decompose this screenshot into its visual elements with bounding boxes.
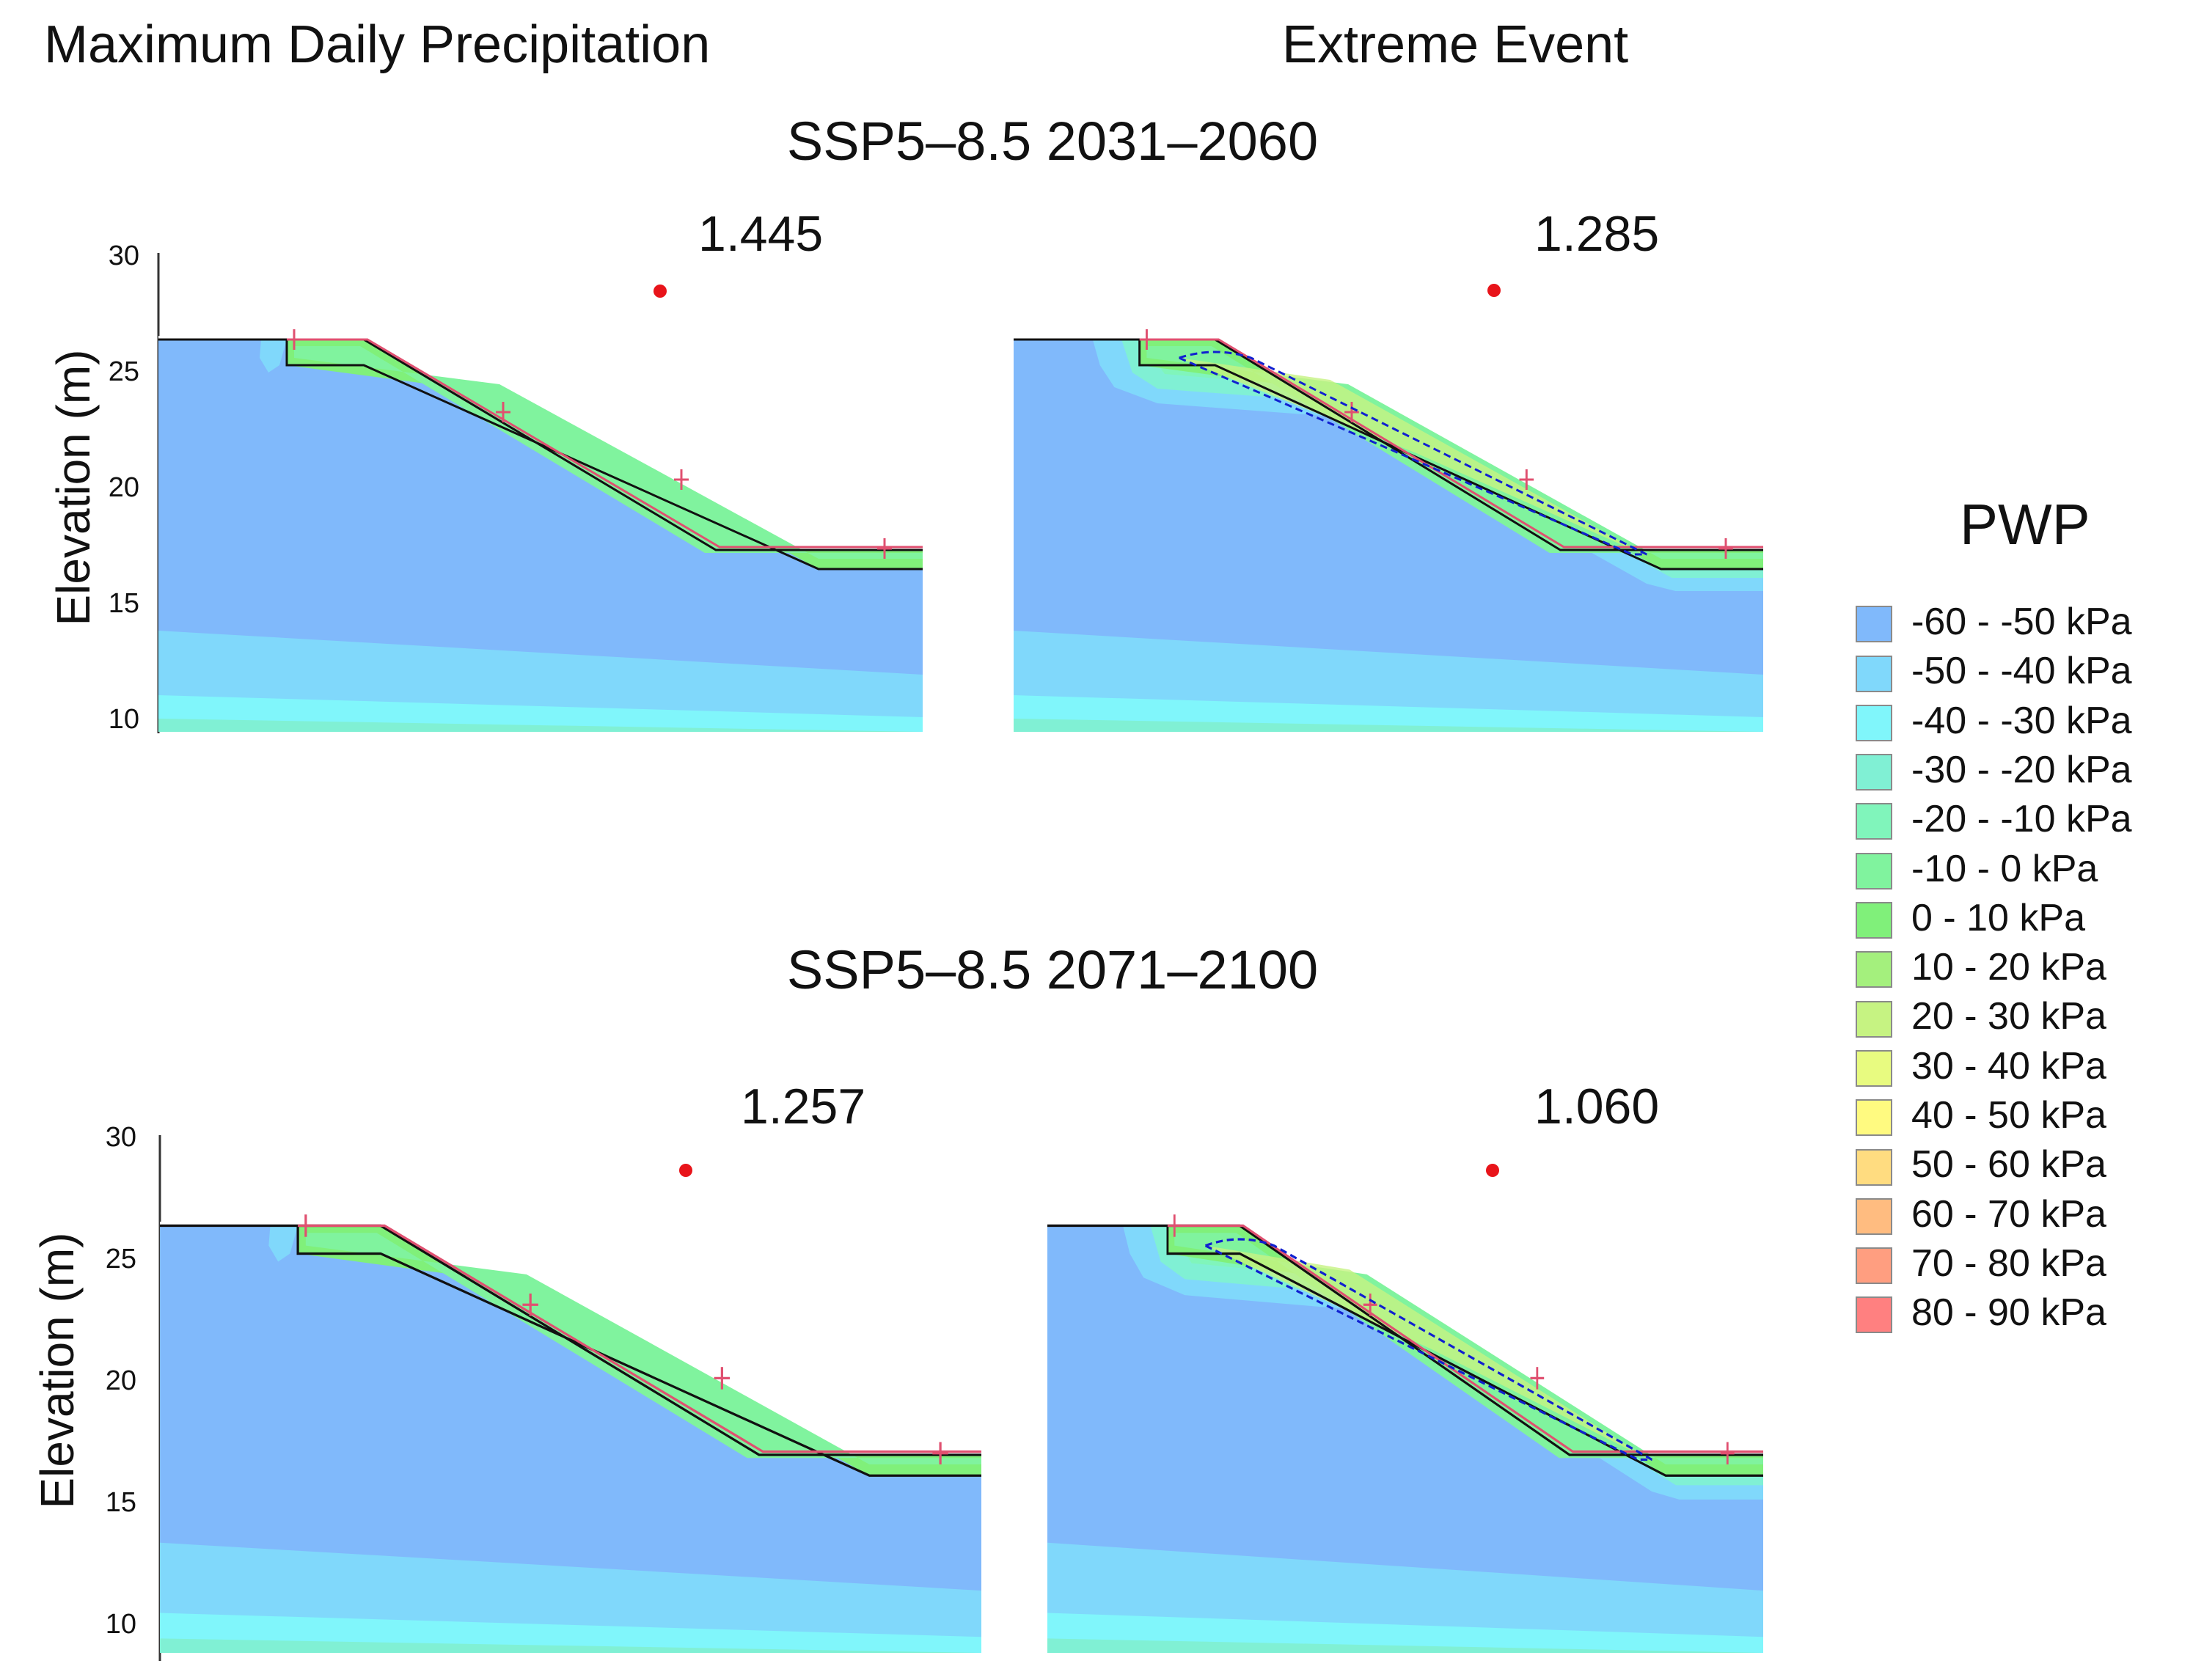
- tick-bottom-15: 15: [105, 1487, 136, 1518]
- legend-item: -20 - -10 kPa: [1856, 796, 2132, 843]
- legend-swatch: [1856, 1000, 1892, 1038]
- legend-swatch: [1856, 951, 1892, 988]
- tick-top-15: 15: [108, 588, 139, 619]
- panel-top-left: [158, 329, 923, 732]
- legend-label: -40 - -30 kPa: [1911, 699, 2132, 742]
- fos-bottom-right: 1.060: [1534, 1079, 1660, 1134]
- tick-top-30: 30: [108, 241, 139, 271]
- legend-item: 60 - 70 kPa: [1856, 1191, 2106, 1238]
- legend-swatch: [1856, 1049, 1892, 1087]
- tick-bottom-20: 20: [105, 1365, 136, 1396]
- legend-label: 10 - 20 kPa: [1911, 946, 2106, 989]
- tick-bottom-30: 30: [105, 1122, 136, 1153]
- slip-center-bottom-right: [1486, 1164, 1499, 1177]
- slip-center-top-right: [1487, 284, 1501, 297]
- left-column-title: Maximum Daily Precipitation: [44, 15, 711, 74]
- legend-item: -30 - -20 kPa: [1856, 747, 2132, 793]
- panel-top-right: [1014, 329, 1763, 732]
- legend-swatch: [1856, 902, 1892, 939]
- panel-bottom-left: [160, 1214, 981, 1653]
- tick-bottom-10: 10: [105, 1609, 136, 1640]
- legend-item: 80 - 90 kPa: [1856, 1289, 2106, 1336]
- legend-swatch: [1856, 606, 1892, 643]
- legend-label: 50 - 60 kPa: [1911, 1143, 2106, 1186]
- legend-item: -10 - 0 kPa: [1856, 845, 2098, 892]
- legend-label: 20 - 30 kPa: [1911, 995, 2106, 1038]
- legend-swatch: [1856, 655, 1892, 692]
- legend-item: 10 - 20 kPa: [1856, 944, 2106, 991]
- legend-item: 40 - 50 kPa: [1856, 1092, 2106, 1139]
- legend-label: -20 - -10 kPa: [1911, 798, 2132, 841]
- legend-title: PWP: [1960, 492, 2090, 557]
- fos-top-right: 1.285: [1534, 206, 1660, 262]
- legend-label: -30 - -20 kPa: [1911, 748, 2132, 791]
- slip-center-top-left: [653, 285, 667, 298]
- tick-bottom-25: 25: [105, 1244, 136, 1274]
- tick-top-25: 25: [108, 356, 139, 387]
- legend-label: -50 - -40 kPa: [1911, 650, 2132, 693]
- legend-label: -60 - -50 kPa: [1911, 601, 2132, 643]
- legend-item: -50 - -40 kPa: [1856, 648, 2132, 694]
- period-title-top: SSP5–8.5 2031–2060: [786, 111, 1319, 172]
- tick-top-20: 20: [108, 472, 139, 503]
- legend-swatch: [1856, 1099, 1892, 1137]
- legend-label: 0 - 10 kPa: [1911, 896, 2086, 939]
- legend-label: 70 - 80 kPa: [1911, 1241, 2106, 1285]
- legend-item: -40 - -30 kPa: [1856, 697, 2132, 744]
- fos-top-left: 1.445: [698, 206, 824, 262]
- legend-swatch: [1856, 1197, 1892, 1235]
- legend-label: 40 - 50 kPa: [1911, 1094, 2106, 1137]
- legend-item: -60 - -50 kPa: [1856, 598, 2132, 645]
- legend-item: 70 - 80 kPa: [1856, 1240, 2106, 1287]
- legend-item: 20 - 30 kPa: [1856, 993, 2106, 1040]
- legend-label: -10 - 0 kPa: [1911, 847, 2098, 890]
- legend-swatch: [1856, 1296, 1892, 1334]
- right-column-title: Extreme Event: [1282, 15, 1629, 74]
- legend-label: 80 - 90 kPa: [1911, 1291, 2106, 1335]
- legend-swatch: [1856, 803, 1892, 840]
- legend-swatch: [1856, 852, 1892, 889]
- slip-center-bottom-left: [679, 1164, 692, 1177]
- legend-swatch: [1856, 1247, 1892, 1285]
- legend-label: 60 - 70 kPa: [1911, 1192, 2106, 1236]
- legend-swatch: [1856, 1148, 1892, 1186]
- legend-swatch: [1856, 704, 1892, 741]
- panel-bottom-right: [1047, 1214, 1763, 1653]
- legend-item: 0 - 10 kPa: [1856, 895, 2085, 942]
- legend-swatch: [1856, 754, 1892, 791]
- legend-item: 30 - 40 kPa: [1856, 1043, 2106, 1090]
- legend-label: 30 - 40 kPa: [1911, 1044, 2106, 1087]
- period-title-bottom: SSP5–8.5 2071–2100: [786, 939, 1319, 1000]
- tick-top-10: 10: [108, 704, 139, 735]
- legend-item: 50 - 60 kPa: [1856, 1141, 2106, 1188]
- fos-bottom-left: 1.257: [741, 1079, 866, 1134]
